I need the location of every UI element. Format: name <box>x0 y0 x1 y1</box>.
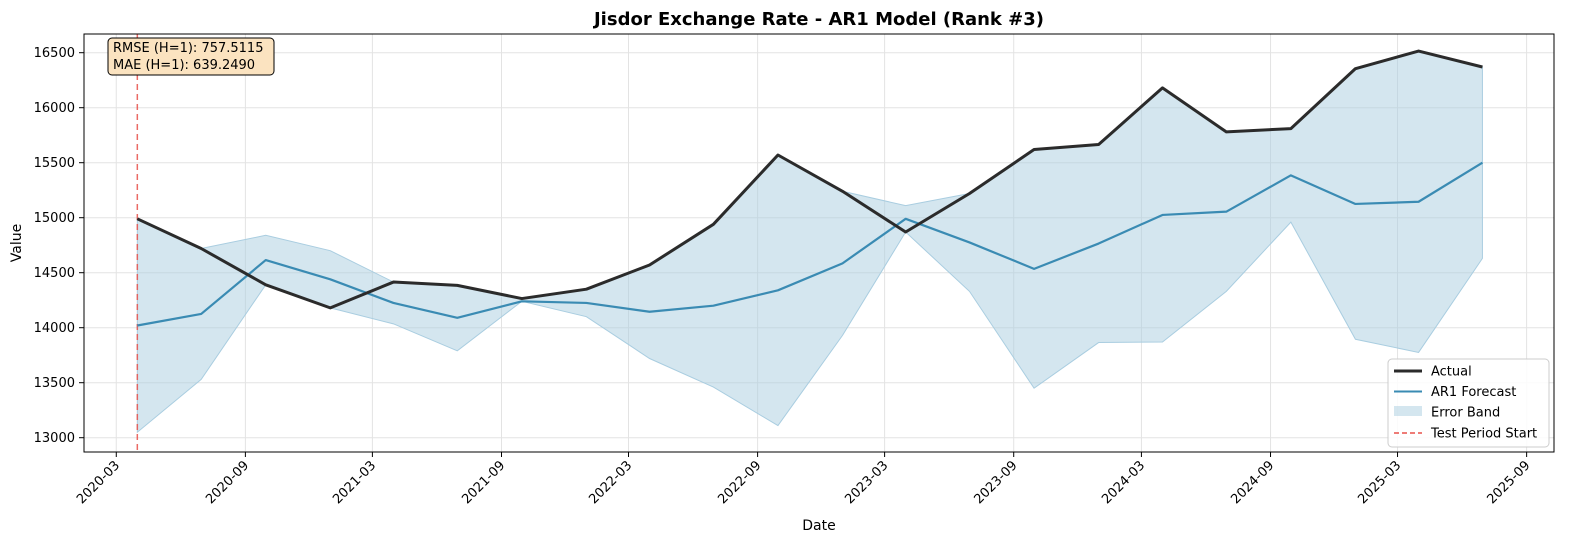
legend-band-label: Error Band <box>1431 406 1500 421</box>
legend: Actual AR1 Forecast Error Band Test Peri… <box>1387 358 1550 448</box>
y-tick-label: 14500 <box>34 266 75 281</box>
x-tick-label: 2021-03 <box>330 458 379 507</box>
data-points <box>137 50 1483 326</box>
x-tick-label: 2023-09 <box>972 458 1021 507</box>
actual-line <box>136 49 1483 310</box>
legend-forecast-label: AR1 Forecast <box>1431 385 1516 400</box>
x-tick-label: 2020-03 <box>74 458 123 507</box>
plot-frame <box>83 33 1555 453</box>
legend-actual-label: Actual <box>1431 365 1472 380</box>
error-band-area <box>136 50 1483 434</box>
legend-band-swatch <box>1394 406 1422 416</box>
y-axis-label: Value <box>9 224 25 262</box>
y-tick-label: 16000 <box>34 101 75 116</box>
annotation-rmse: RMSE (H=1): 757.5115 <box>113 41 263 56</box>
x-tick-label: 2023-03 <box>842 458 891 507</box>
x-tick-label: 2022-09 <box>715 458 764 507</box>
forecast-line <box>137 161 1484 327</box>
y-tick-label: 13500 <box>34 376 75 391</box>
x-axis-label: Date <box>802 518 835 534</box>
y-tick-label: 15000 <box>34 211 75 226</box>
y-tick-label: 15500 <box>34 156 75 171</box>
y-tick-label: 14000 <box>34 321 75 336</box>
x-tick-label: 2024-09 <box>1228 458 1277 507</box>
error-band <box>136 50 1483 434</box>
annotation-mae: MAE (H=1): 639.2490 <box>113 58 255 73</box>
chart-title: Jisdor Exchange Rate - AR1 Model (Rank #… <box>592 9 1044 30</box>
x-tick-label: 2025-03 <box>1355 458 1404 507</box>
legend-frame <box>1387 358 1550 448</box>
x-tick-label: 2021-09 <box>459 458 508 507</box>
y-tick-label: 13000 <box>34 431 75 446</box>
annotation-box <box>107 37 275 76</box>
y-axis-ticks: 13000 13500 14000 14500 15000 15500 16000 16500 <box>34 46 84 446</box>
x-tick-label: 2024-03 <box>1099 458 1148 507</box>
x-tick-label: 2022-03 <box>586 458 635 507</box>
y-tick-label: 16500 <box>34 46 75 61</box>
legend-test-label: Test Period Start <box>1430 427 1537 442</box>
series-lines <box>136 49 1484 327</box>
metrics-annotation: RMSE (H=1): 757.5115 MAE (H=1): 639.2490 <box>107 37 275 76</box>
x-tick-label: 2020-09 <box>203 458 252 507</box>
x-axis-ticks: 2020-03 2020-09 2021-03 2021-09 2022-03 2022-… <box>74 452 1533 507</box>
x-tick-label: 2025-09 <box>1484 458 1533 507</box>
